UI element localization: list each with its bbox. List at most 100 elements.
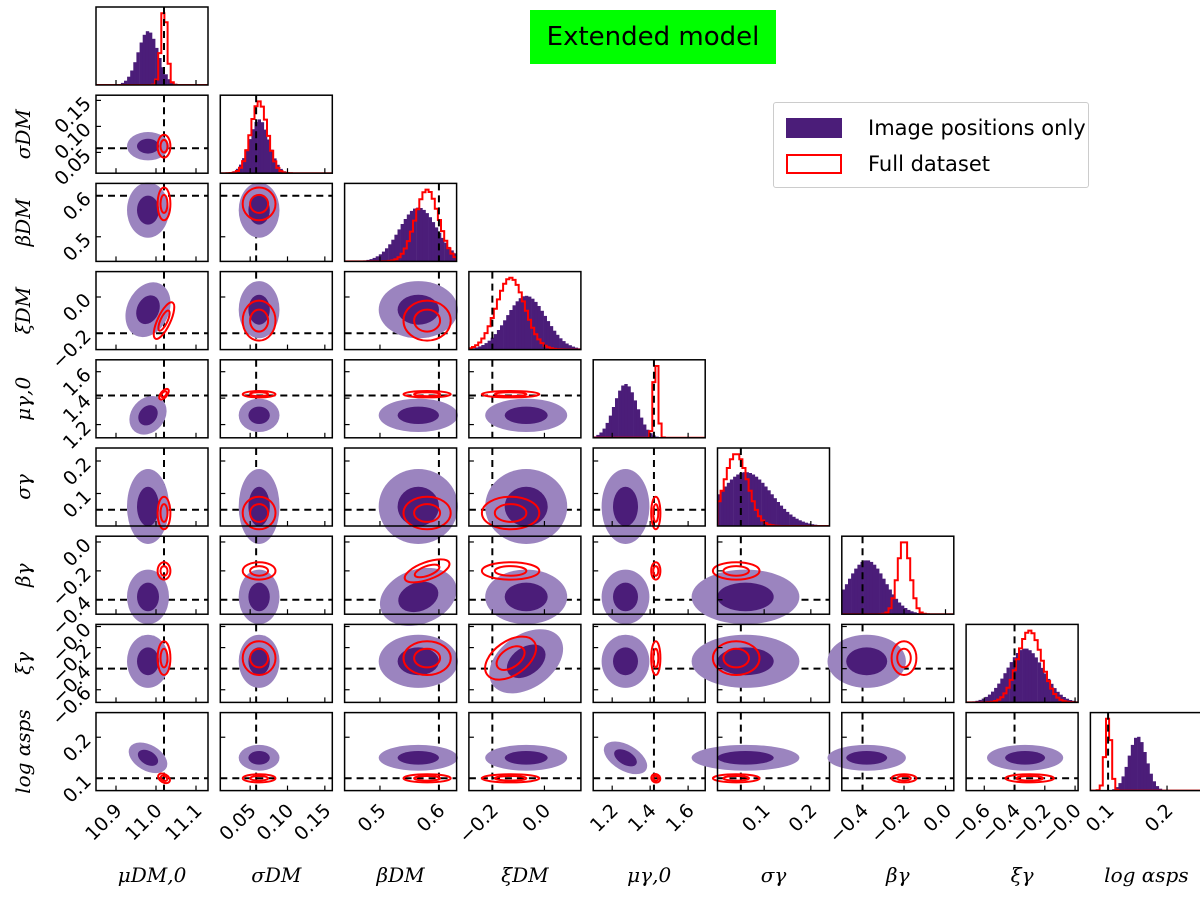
hist-bar-image-positions bbox=[1022, 648, 1026, 703]
hist-bar-image-positions bbox=[1152, 781, 1156, 791]
contour-2sigma-full-dataset bbox=[156, 561, 172, 581]
hist-bar-image-positions bbox=[136, 52, 140, 85]
hist-bar-image-positions bbox=[400, 224, 404, 262]
panel-frame bbox=[841, 623, 955, 704]
hist-bar-image-positions bbox=[1050, 683, 1054, 703]
hist-bar-image-positions bbox=[748, 473, 752, 526]
hist-bar-image-positions bbox=[751, 474, 756, 526]
panel-sigma_gamma-sigma_gamma bbox=[717, 448, 830, 526]
hist-bar-image-positions bbox=[1006, 667, 1010, 703]
y-axis-label-log_alpha_sps: log αsps bbox=[11, 709, 35, 793]
panel-frame bbox=[343, 623, 458, 704]
panel-log_alpha_sps-log_alpha_sps bbox=[1090, 712, 1200, 791]
panel-frame bbox=[468, 270, 582, 351]
hist-bar-image-positions bbox=[441, 237, 445, 262]
x-tick-label: −0.2 bbox=[866, 800, 914, 848]
hist-bar-image-positions bbox=[888, 589, 892, 615]
hist-bar-image-positions bbox=[649, 433, 653, 438]
contour-1sigma-full-dataset bbox=[652, 647, 660, 669]
hist-bar-image-positions bbox=[559, 338, 563, 350]
panel-beta_DM-beta_DM bbox=[344, 183, 457, 262]
hist-bar-image-positions bbox=[907, 609, 911, 615]
panel-frame bbox=[343, 182, 458, 263]
hist-bar-image-positions bbox=[1124, 766, 1128, 791]
x-tick-label: −0.4 bbox=[825, 800, 873, 848]
panel-frame bbox=[592, 447, 706, 527]
panel-frame bbox=[95, 94, 209, 174]
hist-bar-image-positions bbox=[879, 573, 883, 615]
hist-bar-image-positions bbox=[984, 696, 989, 703]
hist-bar-image-positions bbox=[543, 315, 547, 350]
x-tick-label: 0.1 bbox=[1082, 800, 1119, 837]
hist-bar-image-positions bbox=[798, 520, 802, 526]
hist-bar-image-positions bbox=[633, 400, 637, 438]
hist-bar-image-positions bbox=[854, 568, 858, 615]
contour-1sigma-full-dataset bbox=[495, 645, 526, 671]
hist-bar-image-positions bbox=[779, 505, 784, 526]
contour-1sigma-image-positions bbox=[846, 751, 888, 765]
hist-bar-image-positions bbox=[630, 392, 634, 438]
hist-bar-image-positions bbox=[148, 32, 153, 85]
y-tick-label: 0.2 bbox=[59, 729, 96, 766]
hist-bar-image-positions bbox=[897, 602, 902, 615]
contour-1sigma-image-positions bbox=[138, 405, 158, 426]
panel-frame bbox=[219, 359, 334, 439]
hist-bar-image-positions bbox=[1031, 653, 1035, 703]
hist-bar-image-positions bbox=[767, 490, 771, 526]
contour-1sigma-image-positions bbox=[137, 582, 159, 612]
hist-bar-image-positions bbox=[409, 210, 414, 262]
x-axis-label-sigma_DM: σDM bbox=[251, 863, 302, 887]
contour-2sigma-full-dataset bbox=[480, 561, 541, 581]
hist-bar-image-positions bbox=[422, 209, 426, 262]
hist-bar-image-positions bbox=[375, 256, 380, 262]
contour-1sigma-full-dataset bbox=[249, 193, 270, 214]
contour-2sigma-full-dataset bbox=[711, 561, 761, 581]
contour-1sigma-full-dataset bbox=[159, 647, 169, 669]
hist-step-full-dataset bbox=[220, 100, 333, 174]
hist-step-full-dataset bbox=[1090, 717, 1200, 791]
hist-bar-image-positions bbox=[139, 42, 143, 85]
x-tick-label: 0.6 bbox=[413, 800, 450, 837]
hist-bar-image-positions bbox=[611, 407, 616, 438]
hist-bar-image-positions bbox=[757, 479, 762, 526]
hist-bar-image-positions bbox=[158, 58, 162, 85]
panel-frame bbox=[343, 270, 458, 351]
hist-bar-image-positions bbox=[627, 386, 631, 438]
contour-2sigma-full-dataset bbox=[711, 773, 761, 784]
hist-bar-image-positions bbox=[1121, 776, 1125, 791]
hist-bar-image-positions bbox=[891, 594, 895, 615]
contour-1sigma-full-dataset bbox=[1015, 775, 1044, 782]
contour-1sigma-full-dataset bbox=[413, 563, 441, 579]
panel-frame bbox=[716, 535, 831, 615]
hist-bar-image-positions bbox=[1127, 755, 1132, 791]
hist-bar-image-positions bbox=[478, 346, 482, 350]
hist-bar-image-positions bbox=[1040, 667, 1045, 703]
hist-bar-image-positions bbox=[546, 321, 551, 350]
contour-1sigma-full-dataset bbox=[722, 565, 751, 577]
hist-bar-image-positions bbox=[273, 158, 277, 174]
panel-frame bbox=[841, 711, 955, 792]
hist-bar-image-positions bbox=[904, 608, 908, 615]
hist-bar-image-positions bbox=[381, 251, 386, 262]
hist-bar-image-positions bbox=[1065, 698, 1070, 703]
hist-bar-image-positions bbox=[1140, 742, 1144, 791]
hist-bar-image-positions bbox=[885, 584, 889, 615]
contour-1sigma-full-dataset bbox=[159, 503, 169, 523]
panel-frame bbox=[219, 711, 334, 792]
hist-bar-image-positions bbox=[447, 246, 451, 262]
panel-sigma_DM-sigma_DM bbox=[220, 95, 333, 174]
x-tick-label: 0.2 bbox=[785, 800, 822, 837]
x-axis-label-xi_gamma: ξγ bbox=[1011, 863, 1034, 887]
contour-1sigma-full-dataset bbox=[159, 565, 169, 577]
hist-bar-image-positions bbox=[267, 139, 271, 174]
hist-bar-image-positions bbox=[493, 334, 498, 350]
hist-bar-image-positions bbox=[717, 494, 721, 526]
hist-bar-image-positions bbox=[1012, 657, 1017, 703]
hist-step-full-dataset bbox=[96, 12, 208, 85]
hist-bar-image-positions bbox=[248, 139, 252, 174]
hist-bar-image-positions bbox=[1130, 744, 1135, 791]
contour-1sigma-image-positions bbox=[136, 295, 160, 325]
hist-bar-image-positions bbox=[1015, 653, 1020, 703]
y-axis-label-xi_gamma: ξγ bbox=[11, 652, 35, 675]
contour-2sigma-full-dataset bbox=[156, 186, 172, 222]
